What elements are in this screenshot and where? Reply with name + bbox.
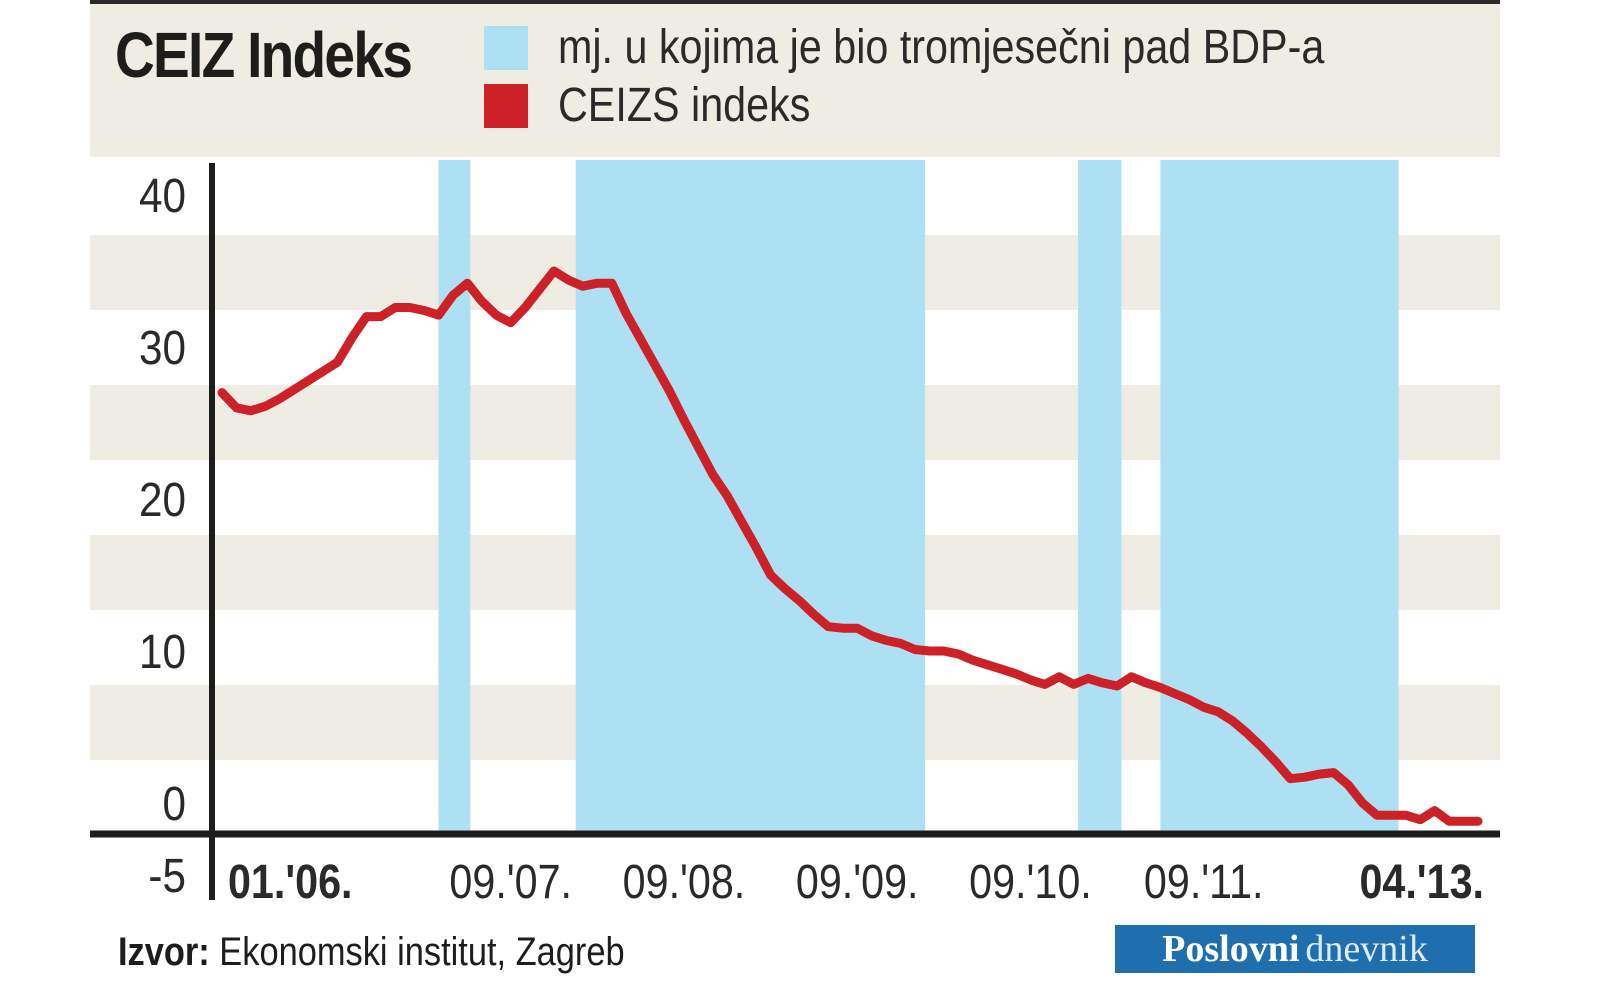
y-tick-label-40: 40 [139, 168, 186, 222]
recession-period [1160, 160, 1399, 834]
source-label: Izvor: [118, 930, 210, 974]
legend-swatch-index [484, 83, 528, 128]
recession-period [438, 160, 471, 834]
legend-swatch-recession [484, 25, 528, 70]
recession-period [1078, 160, 1122, 834]
y-tick-label-20: 20 [139, 472, 186, 526]
x-tick-label-09.'07.: 09.'07. [449, 855, 572, 909]
y-tick-label-0: 0 [163, 776, 186, 830]
logo-word-poslovni: Poslovni [1162, 928, 1300, 970]
chart-title: CEIZ Indeks [115, 19, 413, 91]
recession-period [575, 160, 926, 834]
x-tick-label-04.'13.: 04.'13. [1359, 855, 1484, 909]
x-tick-label-09.'09.: 09.'09. [796, 855, 919, 909]
source-text: Ekonomski institut, Zagreb [209, 930, 625, 974]
y-tick-label-10: 10 [139, 624, 186, 678]
top-rule [90, 0, 1500, 4]
legend-item-index: CEIZS indeks [484, 78, 851, 133]
x-tick-label-09.'10.: 09.'10. [969, 855, 1092, 909]
logo-word-dnevnik: dnevnik [1305, 928, 1428, 970]
series-line-ceizs [217, 266, 1483, 826]
y-tick-label-30: 30 [139, 320, 186, 374]
legend-label-recession: mj. u kojima je bio tromjesečni pad BDP-… [558, 21, 1325, 74]
x-tick-label-09.'11.: 09.'11. [1144, 855, 1264, 909]
y-tick-label--5: -5 [148, 848, 186, 902]
source-note: Izvor: Ekonomski institut, Zagreb [118, 930, 625, 975]
x-tick-label-09.'08.: 09.'08. [623, 855, 746, 909]
legend-item-recession: mj. u kojima je bio tromjesečni pad BDP-… [484, 20, 1449, 75]
publisher-logo: Poslovni dnevnik [1115, 925, 1475, 973]
legend-label-index: CEIZS indeks [558, 79, 811, 132]
x-tick-label-01.'06.: 01.'06. [228, 855, 353, 909]
header-background [90, 0, 1500, 157]
